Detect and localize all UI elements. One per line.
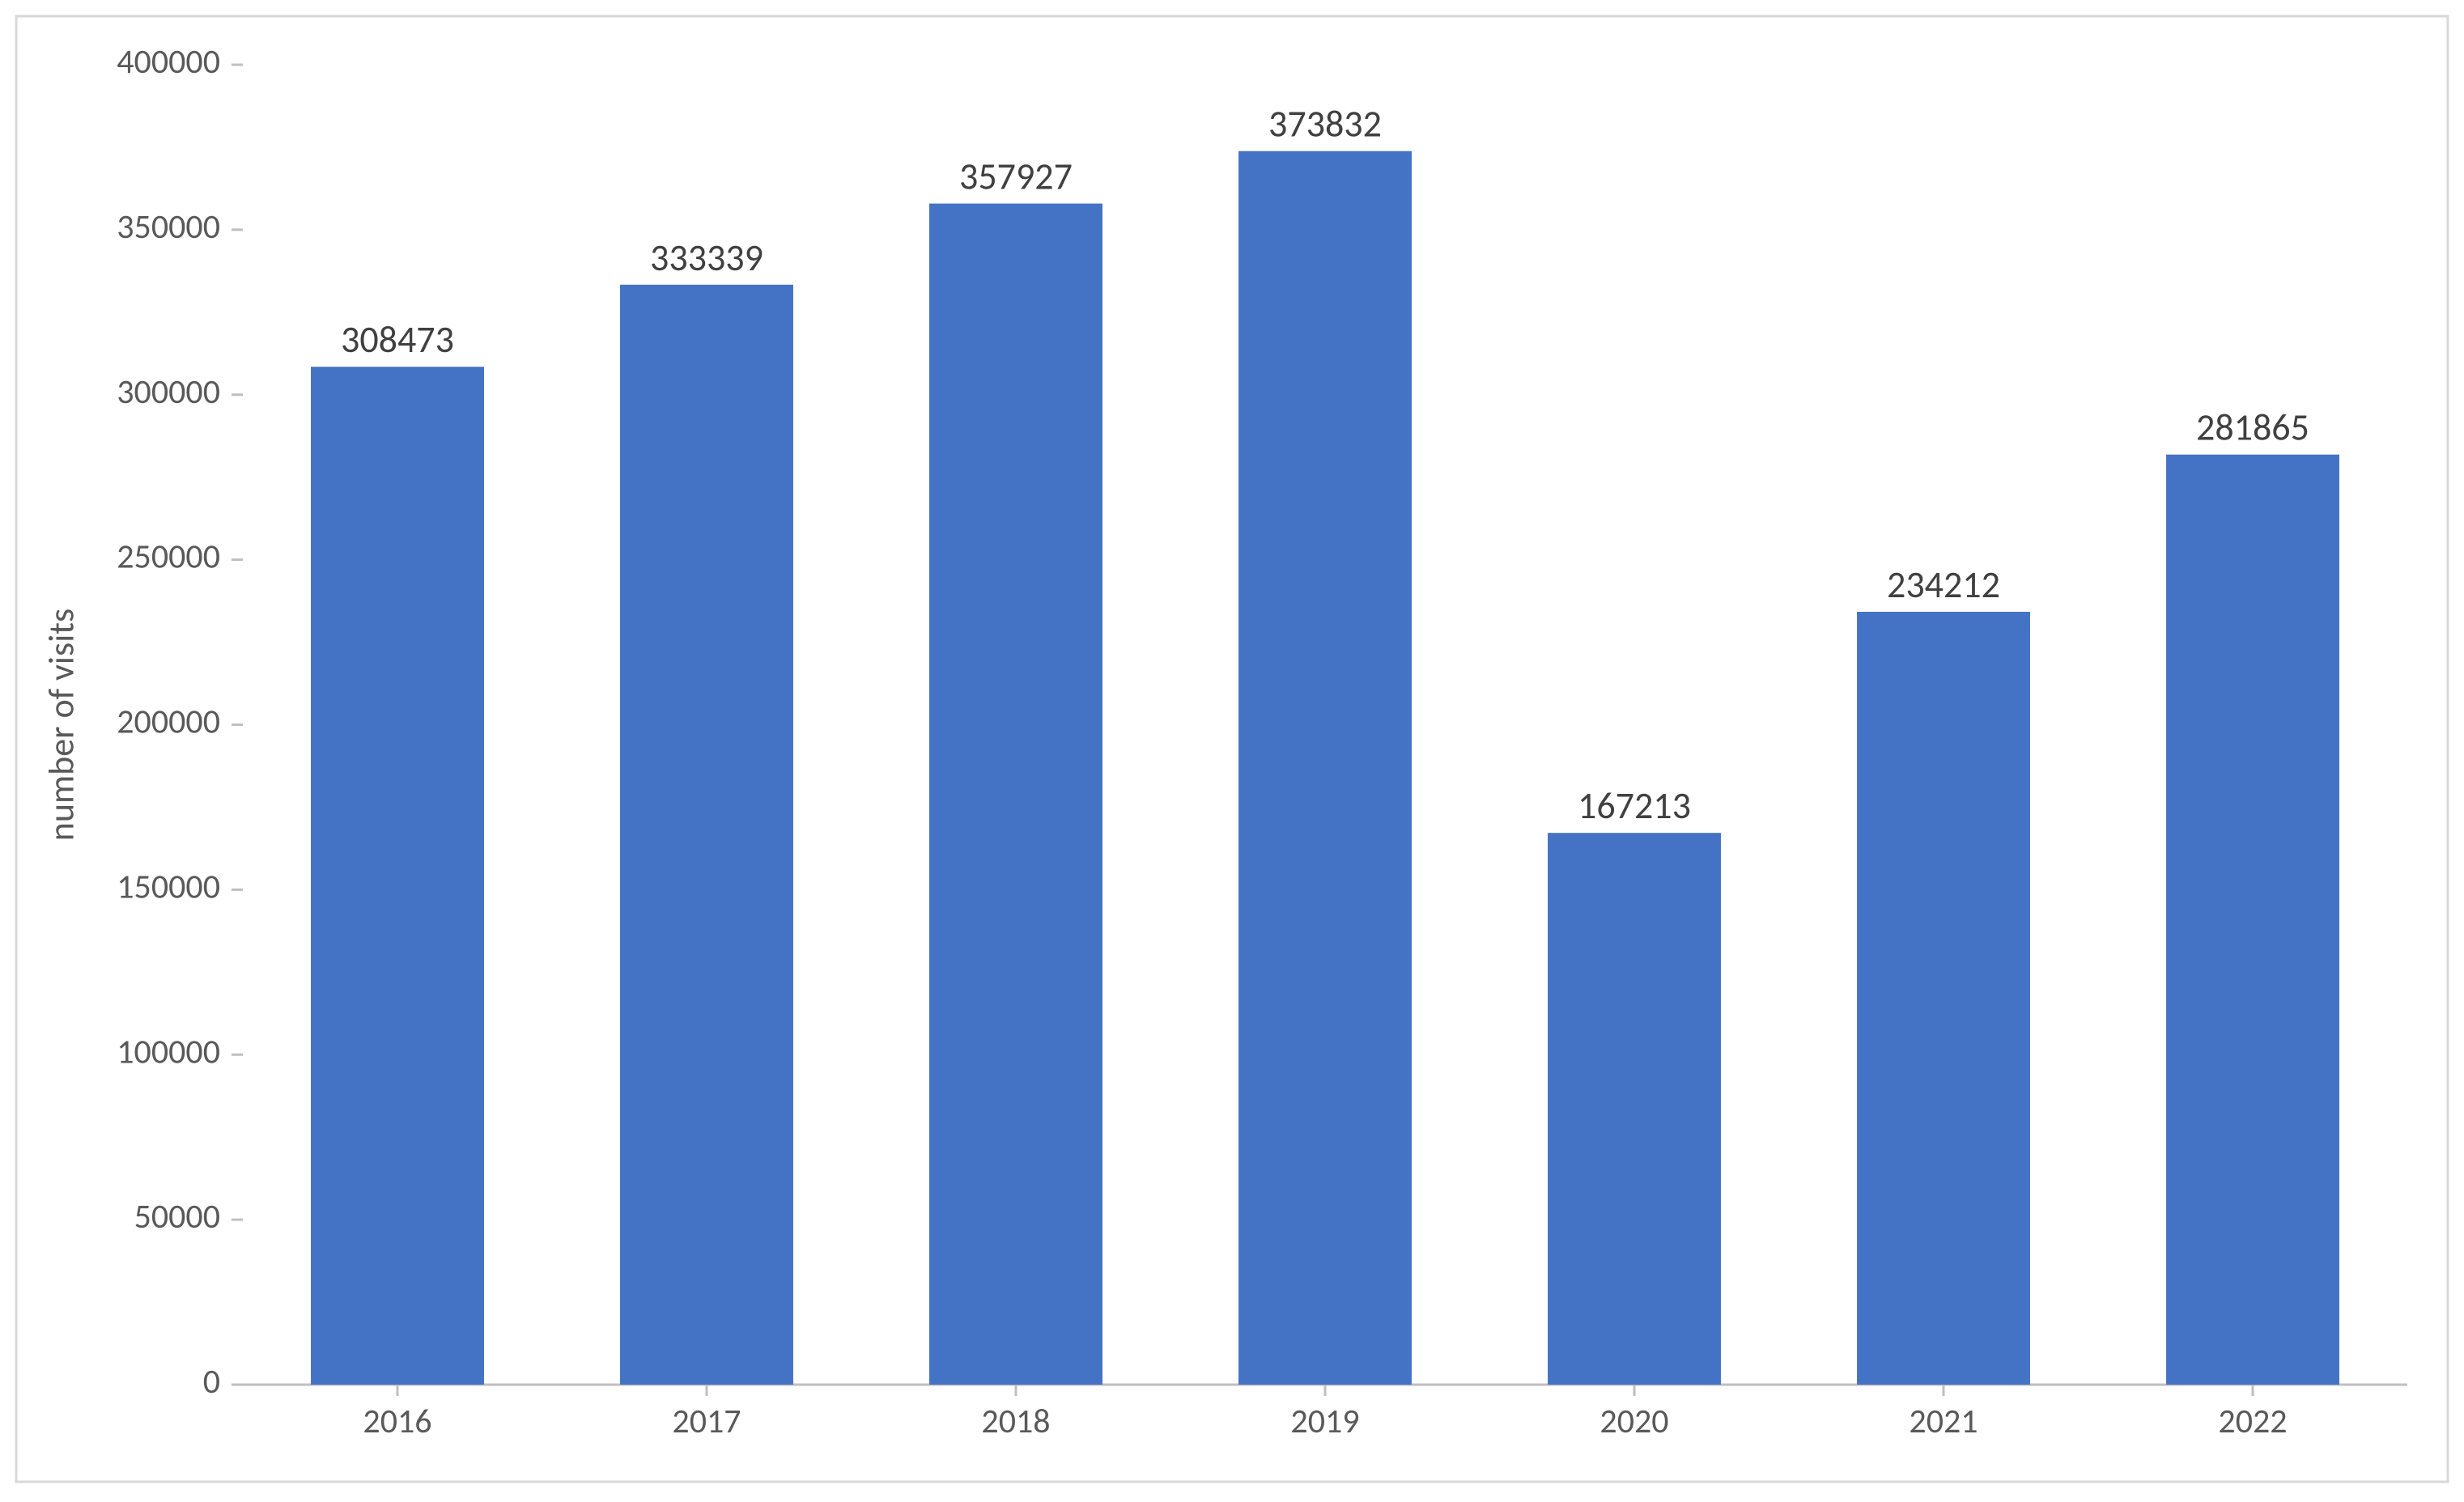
x-tick-label: 2019 [1290, 1401, 1359, 1442]
bar [311, 367, 484, 1385]
bar-value-label: 373832 [1268, 102, 1382, 147]
bar [929, 204, 1102, 1385]
y-tick-label: 0 [203, 1361, 220, 1402]
bar-chart-svg: 0 50000 100000 150000 200000 250000 300000 3500… [0, 0, 2464, 1498]
x-tick-label: 2022 [2218, 1401, 2287, 1442]
bar [1548, 833, 1721, 1385]
y-tick-label: 250000 [117, 537, 220, 578]
y-axis-title: number of visits [40, 609, 83, 841]
y-tick-label: 400000 [117, 41, 220, 83]
y-tick-label: 350000 [117, 206, 220, 248]
bar-chart: 0 50000 100000 150000 200000 250000 300000 3500… [0, 0, 2464, 1502]
y-tick-label: 150000 [117, 866, 220, 907]
y-tick-label: 200000 [117, 702, 220, 743]
bar-value-label: 281865 [2196, 405, 2309, 451]
bar [2166, 455, 2339, 1385]
y-tick-label: 300000 [117, 371, 220, 413]
bar-value-label: 308473 [341, 317, 454, 363]
y-tick-label: 50000 [134, 1196, 220, 1237]
bar-value-label: 234212 [1887, 562, 2000, 608]
bar [1857, 612, 2030, 1385]
bar [1238, 151, 1412, 1385]
bar-value-label: 167213 [1578, 783, 1691, 829]
x-tick-label: 2017 [672, 1401, 741, 1442]
x-tick-label: 2020 [1599, 1401, 1668, 1442]
y-tick-label: 100000 [117, 1031, 220, 1072]
x-tick-label: 2021 [1909, 1401, 1978, 1442]
bar-value-label: 357927 [959, 155, 1073, 200]
x-tick-label: 2018 [981, 1401, 1050, 1442]
bar [620, 285, 793, 1385]
bar-value-label: 333339 [650, 235, 763, 281]
x-tick-label: 2016 [363, 1401, 431, 1442]
